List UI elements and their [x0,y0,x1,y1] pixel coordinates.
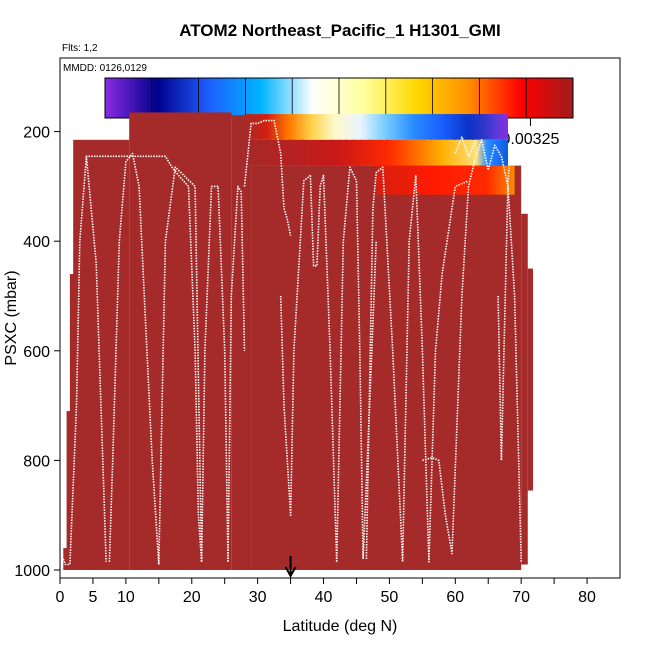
plot-content [62,112,534,571]
flight-track [309,174,338,562]
flight-track [415,175,469,563]
x-tick-label: 70 [512,589,530,606]
x-tick-label: 80 [578,589,596,606]
data-fills [63,112,534,571]
x-tick-label: 60 [446,589,464,606]
flight-track [158,166,203,565]
marker-head [284,566,297,579]
flight-track [108,152,160,565]
y-tick-label: 600 [23,344,50,361]
x-tick-label: 0 [56,589,65,606]
gradient-bands [244,114,515,195]
x-tick-label: 10 [117,589,135,606]
flight-track [85,156,107,562]
x-tick-label: 20 [183,589,201,606]
chart-title: ATOM2 Northeast_Pacific_1 H1301_GMI [179,21,501,40]
gradient-band [376,165,515,195]
data-fill-region [527,268,534,491]
flights-label: Flts: 1,2 [62,43,98,54]
gradient-band [244,114,469,140]
x-minor-tick-label: 5 [88,589,97,606]
flight-tracks [62,119,522,566]
x-tick-label: 30 [249,589,267,606]
flight-track [497,139,513,462]
y-tick-label: 200 [23,125,50,142]
flight-track [62,155,203,566]
x-axis: 0 10 20 30 40 50 60 70 80 5 [56,577,620,606]
x-tick-label: 50 [381,589,399,606]
flight-track [227,185,246,562]
colorbar-tick-label: 0.00325 [502,131,560,148]
x-tick-label: 40 [315,589,333,606]
y-tick-label: 1000 [14,563,50,580]
y-tick-label: 800 [23,453,50,470]
flight-track [454,136,476,158]
y-axis-label: PSXC (mbar) [3,270,20,365]
dates-label: MMDD: 0126,0129 [63,63,147,74]
gradient-band [244,139,508,166]
data-fill-region [231,115,252,570]
flight-track [200,185,229,562]
flight-track [365,166,417,563]
gradient-band [468,114,508,140]
flight-track [243,119,292,236]
flight-track [279,174,311,517]
data-fill-region [521,213,528,565]
data-fill-region [129,112,232,571]
data-fill-region [73,139,130,570]
x-axis-label: Latitude (deg N) [283,618,398,635]
flight-track [422,139,522,562]
y-tick-label: 400 [23,234,50,251]
latitude-marker-arrow [284,556,297,579]
data-fill-region [251,165,522,571]
y-axis: 200 400 600 800 1000 [14,58,61,580]
